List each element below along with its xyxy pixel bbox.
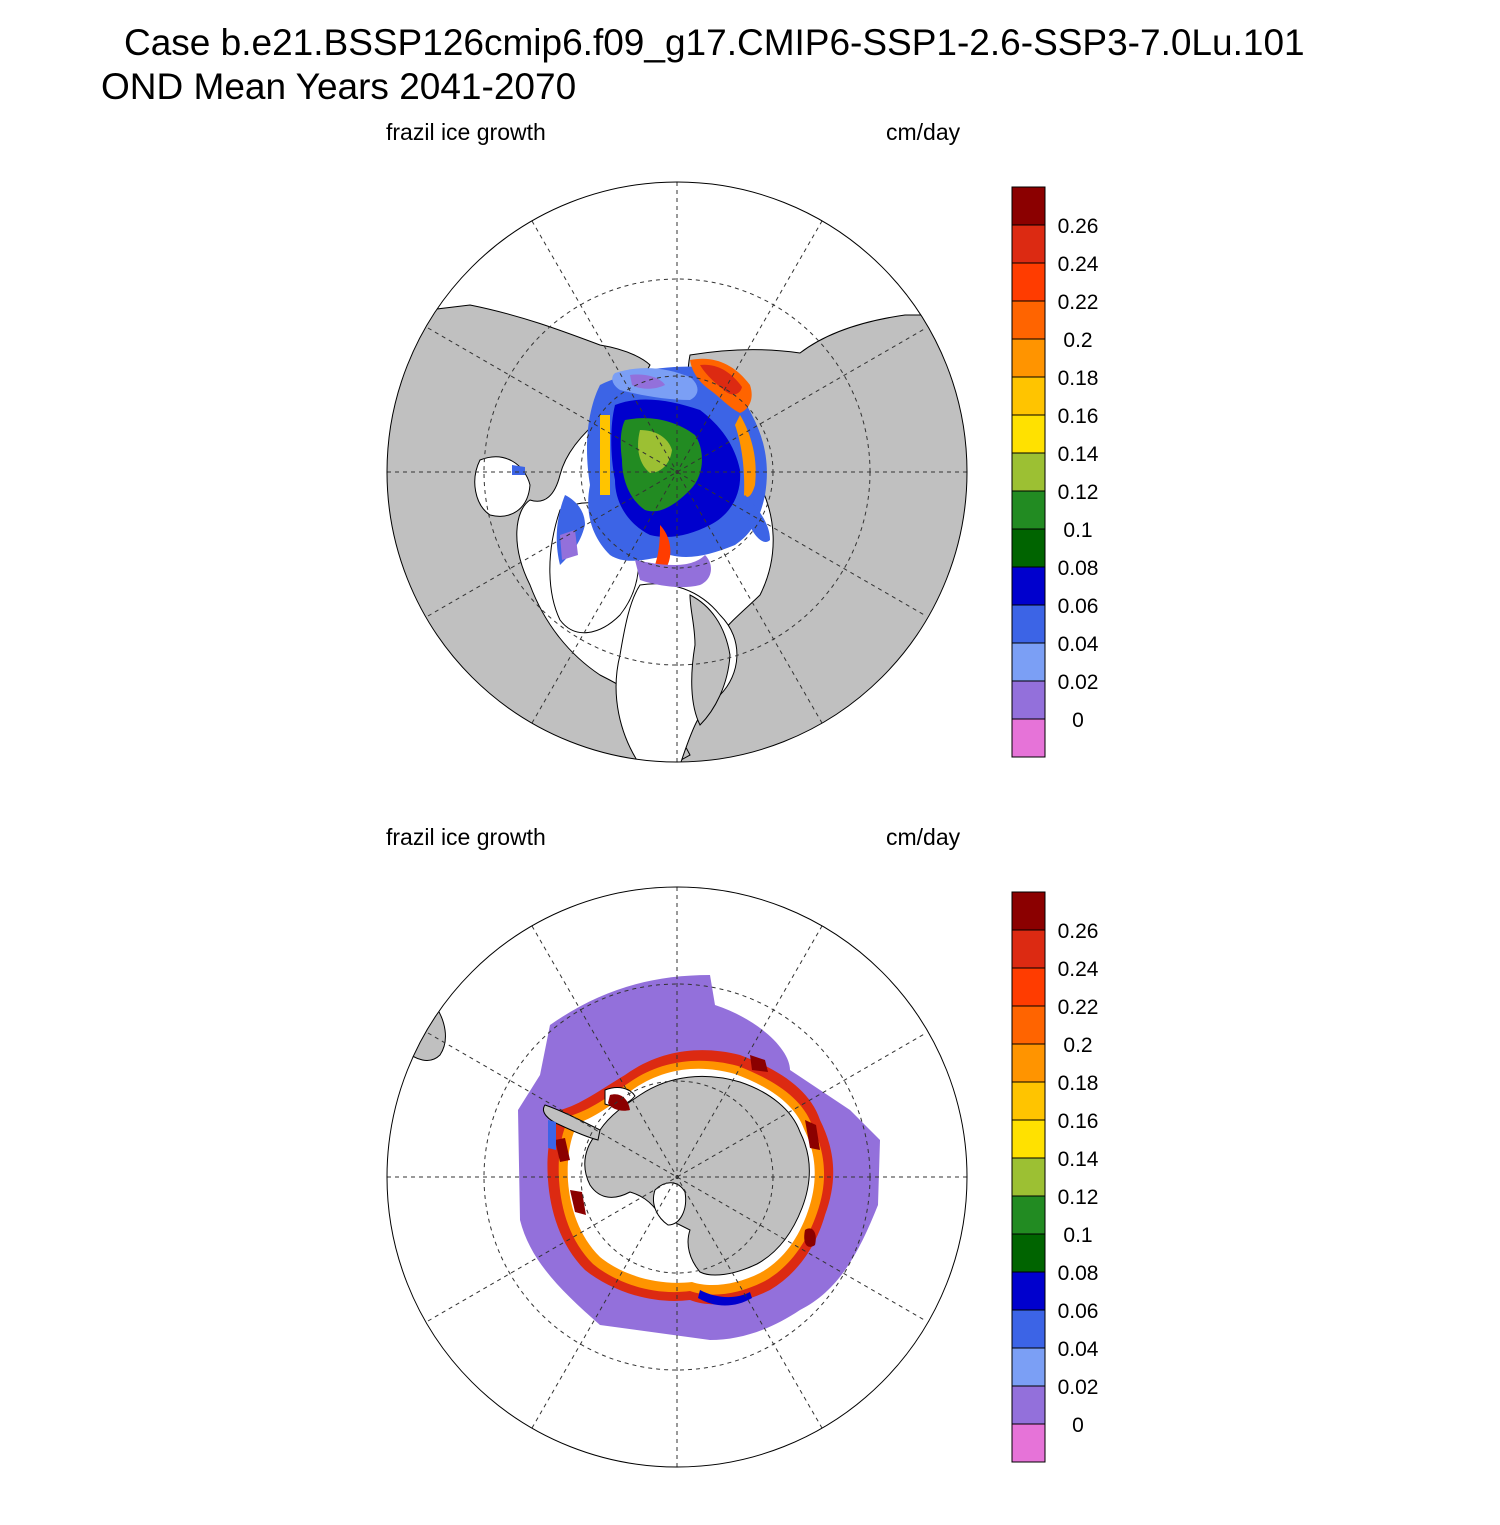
colorbar-tick-label: 0.18 [1058,367,1099,390]
arctic-panel: frazil ice growth cm/day [386,119,1099,763]
antarctica [584,1075,810,1276]
colorbar-swatch [1011,967,1046,1007]
colorbar-swatch [1011,718,1046,758]
colorbar-tick-label: 0.18 [1058,1072,1099,1095]
colorbar-swatch [1011,376,1046,416]
colorbar-tick-label: 0.1 [1063,519,1092,542]
figure-title-period: OND Mean Years 2041-2070 [101,66,577,107]
colorbar-tick-label: 0.06 [1058,595,1099,618]
colorbar-swatch [1011,528,1046,568]
antarctic-graticule [387,887,967,1467]
arctic-map-border [386,181,968,763]
colorbar-tick-label: 0.26 [1058,215,1099,238]
colorbar-swatch [1011,1005,1046,1045]
colorbar-swatch [1011,1043,1046,1083]
colorbar-tick-label: 0.2 [1063,1034,1092,1057]
colorbar-swatch [1011,1157,1046,1197]
colorbar-swatch [1011,1423,1046,1463]
antarctic-map-border [386,886,968,1468]
antarctic-variable-label: frazil ice growth [386,824,546,850]
colorbar-tick-label: 0.24 [1058,253,1099,276]
antarctic-units-label: cm/day [886,824,961,850]
colorbar-tick-label: 0 [1072,709,1084,732]
colorbar-swatch [1011,452,1046,492]
colorbar-tick-label: 0.02 [1058,1376,1099,1399]
colorbar-tick-label: 0.14 [1058,1148,1099,1171]
colorbar-tick-label: 0.08 [1058,557,1099,580]
colorbar-swatch [1011,490,1046,530]
colorbar-swatch [1011,891,1046,931]
colorbar-swatch [1011,604,1046,644]
colorbar-swatch [1011,929,1046,969]
colorbar-tick-label: 0.2 [1063,329,1092,352]
colorbar-tick-label: 0.02 [1058,671,1099,694]
arctic-graticule [387,182,967,762]
colorbar-tick-label: 0.16 [1058,405,1099,428]
colorbar-tick-label: 0.04 [1058,1338,1099,1361]
colorbar-swatch [1011,262,1046,302]
colorbar-swatch [1011,224,1046,264]
colorbar-tick-label: 0.14 [1058,443,1099,466]
colorbar-swatch [1011,680,1046,720]
colorbar-swatch [1011,1309,1046,1349]
colorbar-swatch [1011,1347,1046,1387]
colorbar-tick-label: 0.24 [1058,958,1099,981]
colorbar-swatch [1011,1385,1046,1425]
colorbar-tick-label: 0.26 [1058,920,1099,943]
colorbar-tick-label: 0.04 [1058,633,1099,656]
colorbar-swatch [1011,642,1046,682]
colorbar-swatch [1011,1119,1046,1159]
arctic-frazil-field [512,358,770,588]
arctic-colorbar: 0.26 0.24 0.22 0.2 0.18 0.16 0.14 0.12 0.1 0.08 0.… [1011,186,1099,758]
colorbar-tick-label: 0.12 [1058,481,1099,504]
antarctic-panel: frazil ice growth cm/day [386,824,1099,1468]
colorbar-tick-label: 0.08 [1058,1262,1099,1285]
colorbar-swatch [1011,1271,1046,1311]
colorbar-tick-label: 0.16 [1058,1110,1099,1133]
colorbar-swatch [1011,1195,1046,1235]
arctic-units-label: cm/day [886,119,961,145]
colorbar-tick-label: 0.1 [1063,1224,1092,1247]
colorbar-tick-label: 0.06 [1058,1300,1099,1323]
colorbar-tick-label: 0 [1072,1414,1084,1437]
figure-title-case: Case b.e21.BSSP126cmip6.f09_g17.CMIP6-SS… [124,22,1305,63]
colorbar-tick-label: 0.22 [1058,291,1099,314]
colorbar-swatch [1011,1233,1046,1273]
antarctic-polar-map [387,887,967,1467]
colorbar-tick-label: 0.22 [1058,996,1099,1019]
arctic-polar-map [387,182,967,762]
arctic-variable-label: frazil ice growth [386,119,546,145]
colorbar-swatch [1011,1081,1046,1121]
colorbar-swatch [1011,566,1046,606]
colorbar-tick-label: 0.12 [1058,1186,1099,1209]
south-america [396,997,446,1061]
colorbar-swatch [1011,186,1046,226]
antarctic-colorbar: 0.26 0.24 0.22 0.2 0.18 0.16 0.14 0.12 0.1 0.08 0.… [1011,891,1099,1463]
colorbar-swatch [1011,414,1046,454]
colorbar-swatch [1011,338,1046,378]
colorbar-swatch [1011,300,1046,340]
